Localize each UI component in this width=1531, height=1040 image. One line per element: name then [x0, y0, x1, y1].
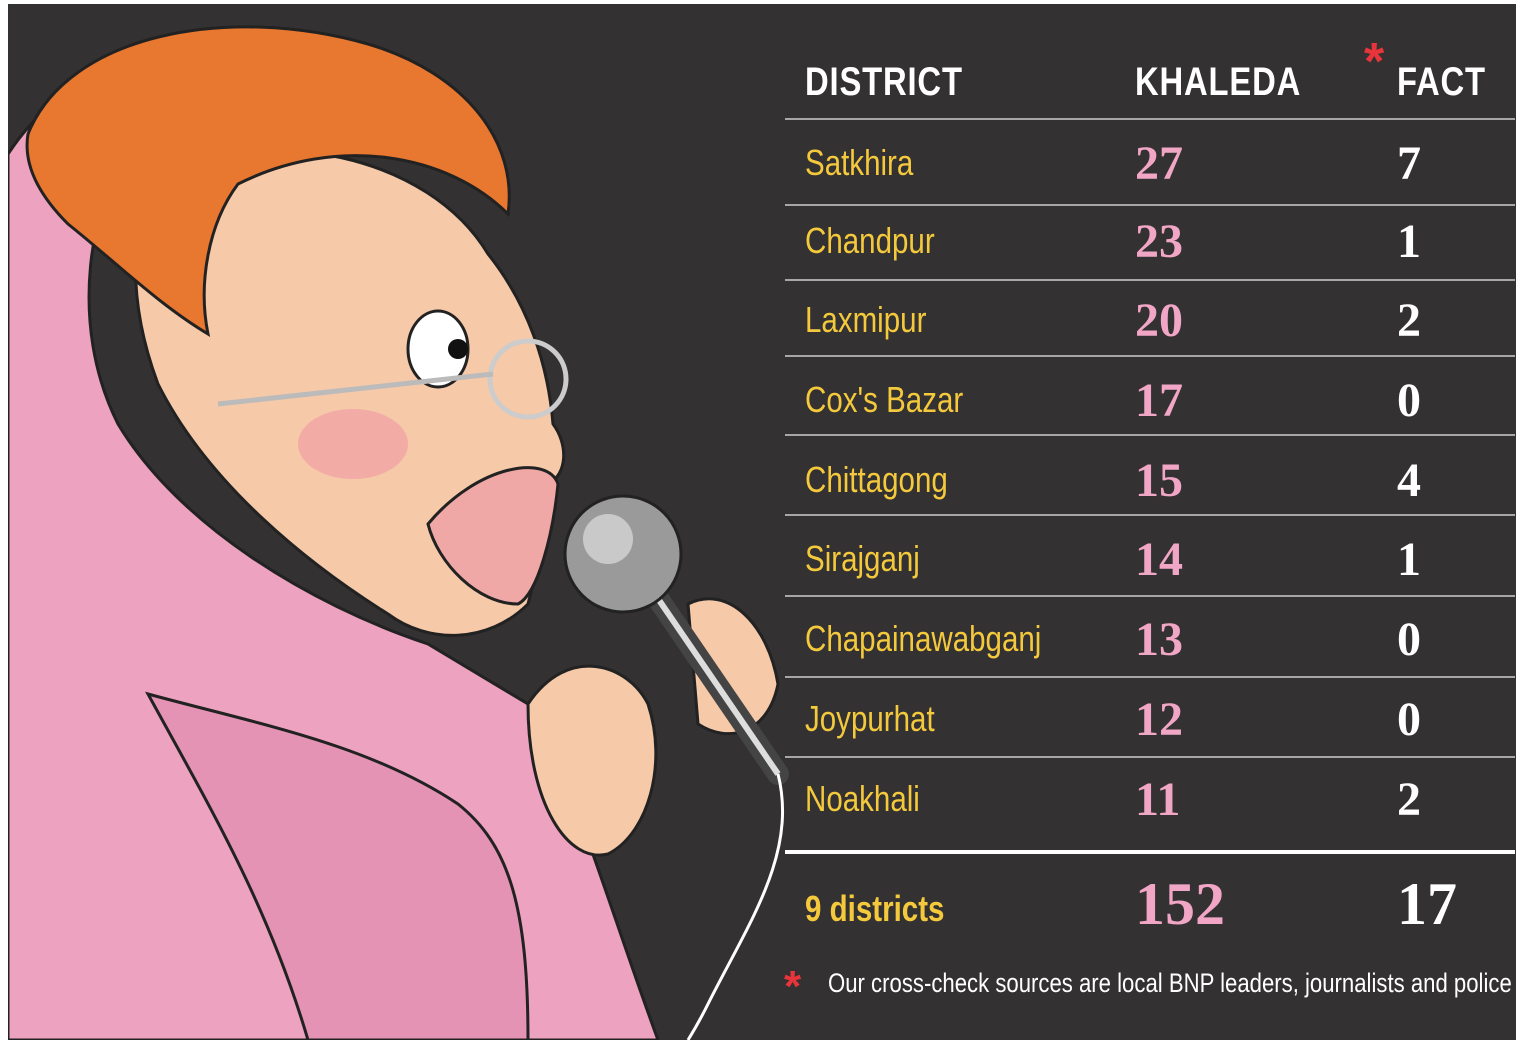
fact-count: 0 — [1397, 693, 1421, 746]
total-rule — [785, 850, 1515, 854]
khaleda-count: 15 — [1135, 454, 1183, 507]
header-rule — [785, 118, 1515, 120]
total-khaleda: 152 — [1135, 871, 1225, 937]
fact-count: 7 — [1397, 137, 1421, 190]
district: Joypurhat — [805, 698, 935, 739]
row-rule — [785, 514, 1515, 516]
khaleda-count: 13 — [1135, 613, 1183, 666]
district: Chandpur — [805, 220, 935, 261]
khaleda-count: 12 — [1135, 693, 1183, 746]
row-rule — [785, 355, 1515, 357]
fact-count: 1 — [1397, 533, 1421, 586]
footnote: Our cross-check sources are local BNP le… — [828, 968, 1512, 998]
total-fact: 17 — [1397, 871, 1457, 937]
fact-count: 0 — [1397, 613, 1421, 666]
khaleda-count: 23 — [1135, 215, 1183, 268]
fact-count: 0 — [1397, 374, 1421, 427]
khaleda-count: 20 — [1135, 294, 1183, 347]
district: Satkhira — [805, 142, 914, 183]
district: Laxmipur — [805, 299, 927, 340]
fact-count: 2 — [1397, 294, 1421, 347]
district: Sirajganj — [805, 538, 920, 579]
khaleda-count: 14 — [1135, 533, 1183, 586]
row-rule — [785, 434, 1515, 436]
row-rule — [785, 279, 1515, 281]
footnote-marker: * — [784, 962, 802, 1011]
khaleda-count: 11 — [1135, 773, 1181, 826]
row-rule — [785, 595, 1515, 597]
fact-count: 4 — [1397, 454, 1421, 507]
fact-marker: * — [1364, 33, 1385, 91]
khaleda-count: 27 — [1135, 137, 1183, 190]
fact-count: 2 — [1397, 773, 1421, 826]
row-rule — [785, 676, 1515, 678]
column-header: KHALEDA — [1135, 60, 1302, 104]
district: Chapainawabganj — [805, 618, 1042, 659]
total-label: 9 districts — [805, 888, 945, 929]
row-rule — [785, 756, 1515, 758]
district: Noakhali — [805, 778, 920, 819]
district: Chittagong — [805, 459, 948, 500]
infographic: * * Our cross-check sources are local BN… — [8, 4, 1516, 1040]
caricature — [8, 25, 789, 1040]
district: Cox's Bazar — [805, 379, 964, 420]
column-header: DISTRICT — [805, 60, 963, 104]
khaleda-count: 17 — [1135, 374, 1183, 427]
column-header: FACT — [1397, 60, 1486, 104]
row-rule — [785, 204, 1515, 206]
fact-count: 1 — [1397, 215, 1421, 268]
